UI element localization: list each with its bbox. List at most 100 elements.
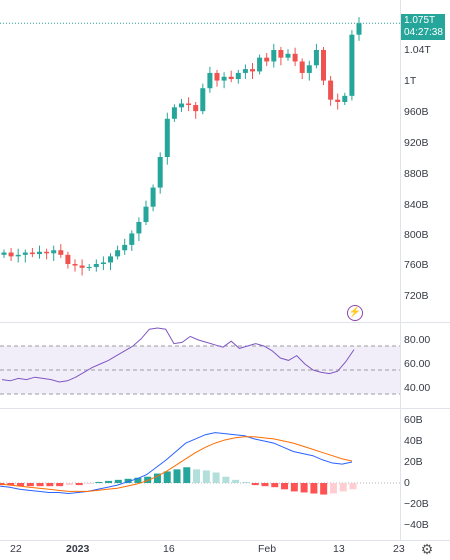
price-axis[interactable] bbox=[400, 0, 401, 540]
candle bbox=[51, 250, 57, 254]
candle bbox=[86, 267, 92, 269]
macd-tick-label: 20B bbox=[404, 456, 423, 468]
macd-histogram-bar bbox=[329, 483, 337, 494]
rsi-tick-label: 60.00 bbox=[404, 358, 431, 370]
macd-histogram-bar bbox=[271, 483, 279, 488]
macd-histogram-bar bbox=[300, 483, 308, 493]
macd-histogram-bar bbox=[26, 483, 34, 487]
candle bbox=[44, 251, 50, 254]
candle bbox=[72, 264, 78, 266]
time-tick-label: 13 bbox=[333, 543, 345, 555]
rsi-chart[interactable] bbox=[0, 322, 400, 408]
price-tick-label: 720B bbox=[404, 290, 429, 302]
candle bbox=[157, 157, 163, 188]
macd-histogram-bar bbox=[17, 483, 25, 487]
macd-histogram-bar bbox=[193, 469, 201, 483]
candle bbox=[37, 251, 42, 255]
macd-histogram-bar bbox=[281, 483, 289, 490]
macd-histogram-bar bbox=[114, 479, 122, 483]
macd-histogram-bar bbox=[310, 483, 318, 494]
macd-histogram-bar bbox=[134, 477, 142, 483]
macd-tick-label: −20B bbox=[404, 498, 429, 510]
macd-histogram-bar bbox=[7, 483, 15, 486]
candle bbox=[171, 107, 177, 119]
macd-histogram-bar bbox=[261, 483, 269, 487]
candle bbox=[257, 57, 263, 72]
candle bbox=[186, 103, 192, 106]
rsi-pane[interactable] bbox=[0, 322, 450, 408]
candle bbox=[179, 103, 184, 108]
candle bbox=[122, 244, 128, 251]
macd-histogram-bar bbox=[212, 472, 220, 483]
candle bbox=[100, 262, 106, 264]
candle bbox=[15, 254, 21, 257]
candle bbox=[29, 252, 35, 255]
lightning-icon[interactable]: ⚡ bbox=[347, 305, 363, 321]
macd-histogram-bar bbox=[290, 483, 298, 492]
macd-histogram-bar bbox=[232, 479, 240, 483]
signal-line bbox=[0, 436, 353, 492]
time-tick-label: 2023 bbox=[66, 543, 90, 555]
macd-histogram-bar bbox=[339, 483, 347, 492]
price-tick-label: 960B bbox=[404, 106, 429, 118]
candlestick-chart[interactable] bbox=[0, 0, 400, 322]
macd-histogram-bar bbox=[349, 483, 357, 490]
macd-histogram-bar bbox=[222, 476, 230, 483]
countdown-timer: 04:27:38 bbox=[404, 27, 443, 38]
time-tick-label: 22 bbox=[10, 543, 22, 555]
macd-histogram-bar bbox=[202, 470, 210, 483]
candle bbox=[306, 65, 312, 73]
candle bbox=[299, 61, 305, 73]
pane-separator[interactable] bbox=[0, 322, 450, 323]
candle bbox=[321, 50, 326, 81]
candle bbox=[342, 95, 348, 102]
macd-pane[interactable] bbox=[0, 408, 450, 540]
rsi-tick-label: 80.00 bbox=[404, 334, 431, 346]
rsi-tick-label: 40.00 bbox=[404, 382, 431, 394]
macd-histogram-bar bbox=[183, 467, 191, 483]
macd-histogram-bar bbox=[85, 483, 93, 485]
candle bbox=[115, 250, 121, 257]
macd-histogram-bar bbox=[65, 483, 73, 486]
candle bbox=[164, 118, 170, 157]
candle bbox=[79, 265, 85, 268]
candle bbox=[250, 69, 255, 72]
last-price-label: 1.075T 04:27:38 bbox=[401, 14, 445, 40]
pane-separator[interactable] bbox=[0, 408, 450, 409]
macd-histogram-bar bbox=[36, 483, 44, 487]
time-axis[interactable] bbox=[0, 540, 450, 560]
price-chart-pane[interactable] bbox=[0, 0, 450, 322]
macd-histogram-bar bbox=[173, 469, 181, 483]
candle bbox=[214, 72, 220, 81]
macd-chart[interactable] bbox=[0, 408, 400, 540]
macd-line bbox=[0, 432, 353, 495]
candle bbox=[93, 264, 99, 268]
macd-histogram-bar bbox=[320, 483, 328, 495]
candle bbox=[129, 233, 135, 245]
gear-icon[interactable]: ⚙ bbox=[420, 541, 434, 557]
macd-histogram-bar bbox=[163, 471, 171, 483]
macd-histogram-bar bbox=[46, 483, 54, 487]
candle bbox=[335, 99, 341, 102]
candle bbox=[278, 50, 284, 58]
price-tick-label: 880B bbox=[404, 168, 429, 180]
macd-histogram-bar bbox=[241, 481, 249, 483]
candle bbox=[143, 206, 149, 222]
candle bbox=[8, 252, 14, 257]
macd-histogram-bar bbox=[105, 480, 113, 483]
macd-tick-label: 60B bbox=[404, 414, 423, 426]
macd-tick-label: 40B bbox=[404, 435, 423, 447]
candle bbox=[22, 252, 28, 255]
candle bbox=[356, 23, 362, 35]
candle bbox=[242, 69, 248, 73]
macd-tick-label: −40B bbox=[404, 519, 429, 531]
candle bbox=[1, 252, 7, 255]
macd-histogram-bar bbox=[75, 483, 83, 486]
time-tick-label: 16 bbox=[163, 543, 175, 555]
macd-histogram-bar bbox=[153, 473, 161, 483]
candle bbox=[221, 76, 227, 81]
candle bbox=[58, 250, 64, 255]
candle bbox=[349, 34, 355, 96]
price-tick-label: 1.04T bbox=[404, 44, 431, 56]
candle bbox=[285, 53, 291, 58]
